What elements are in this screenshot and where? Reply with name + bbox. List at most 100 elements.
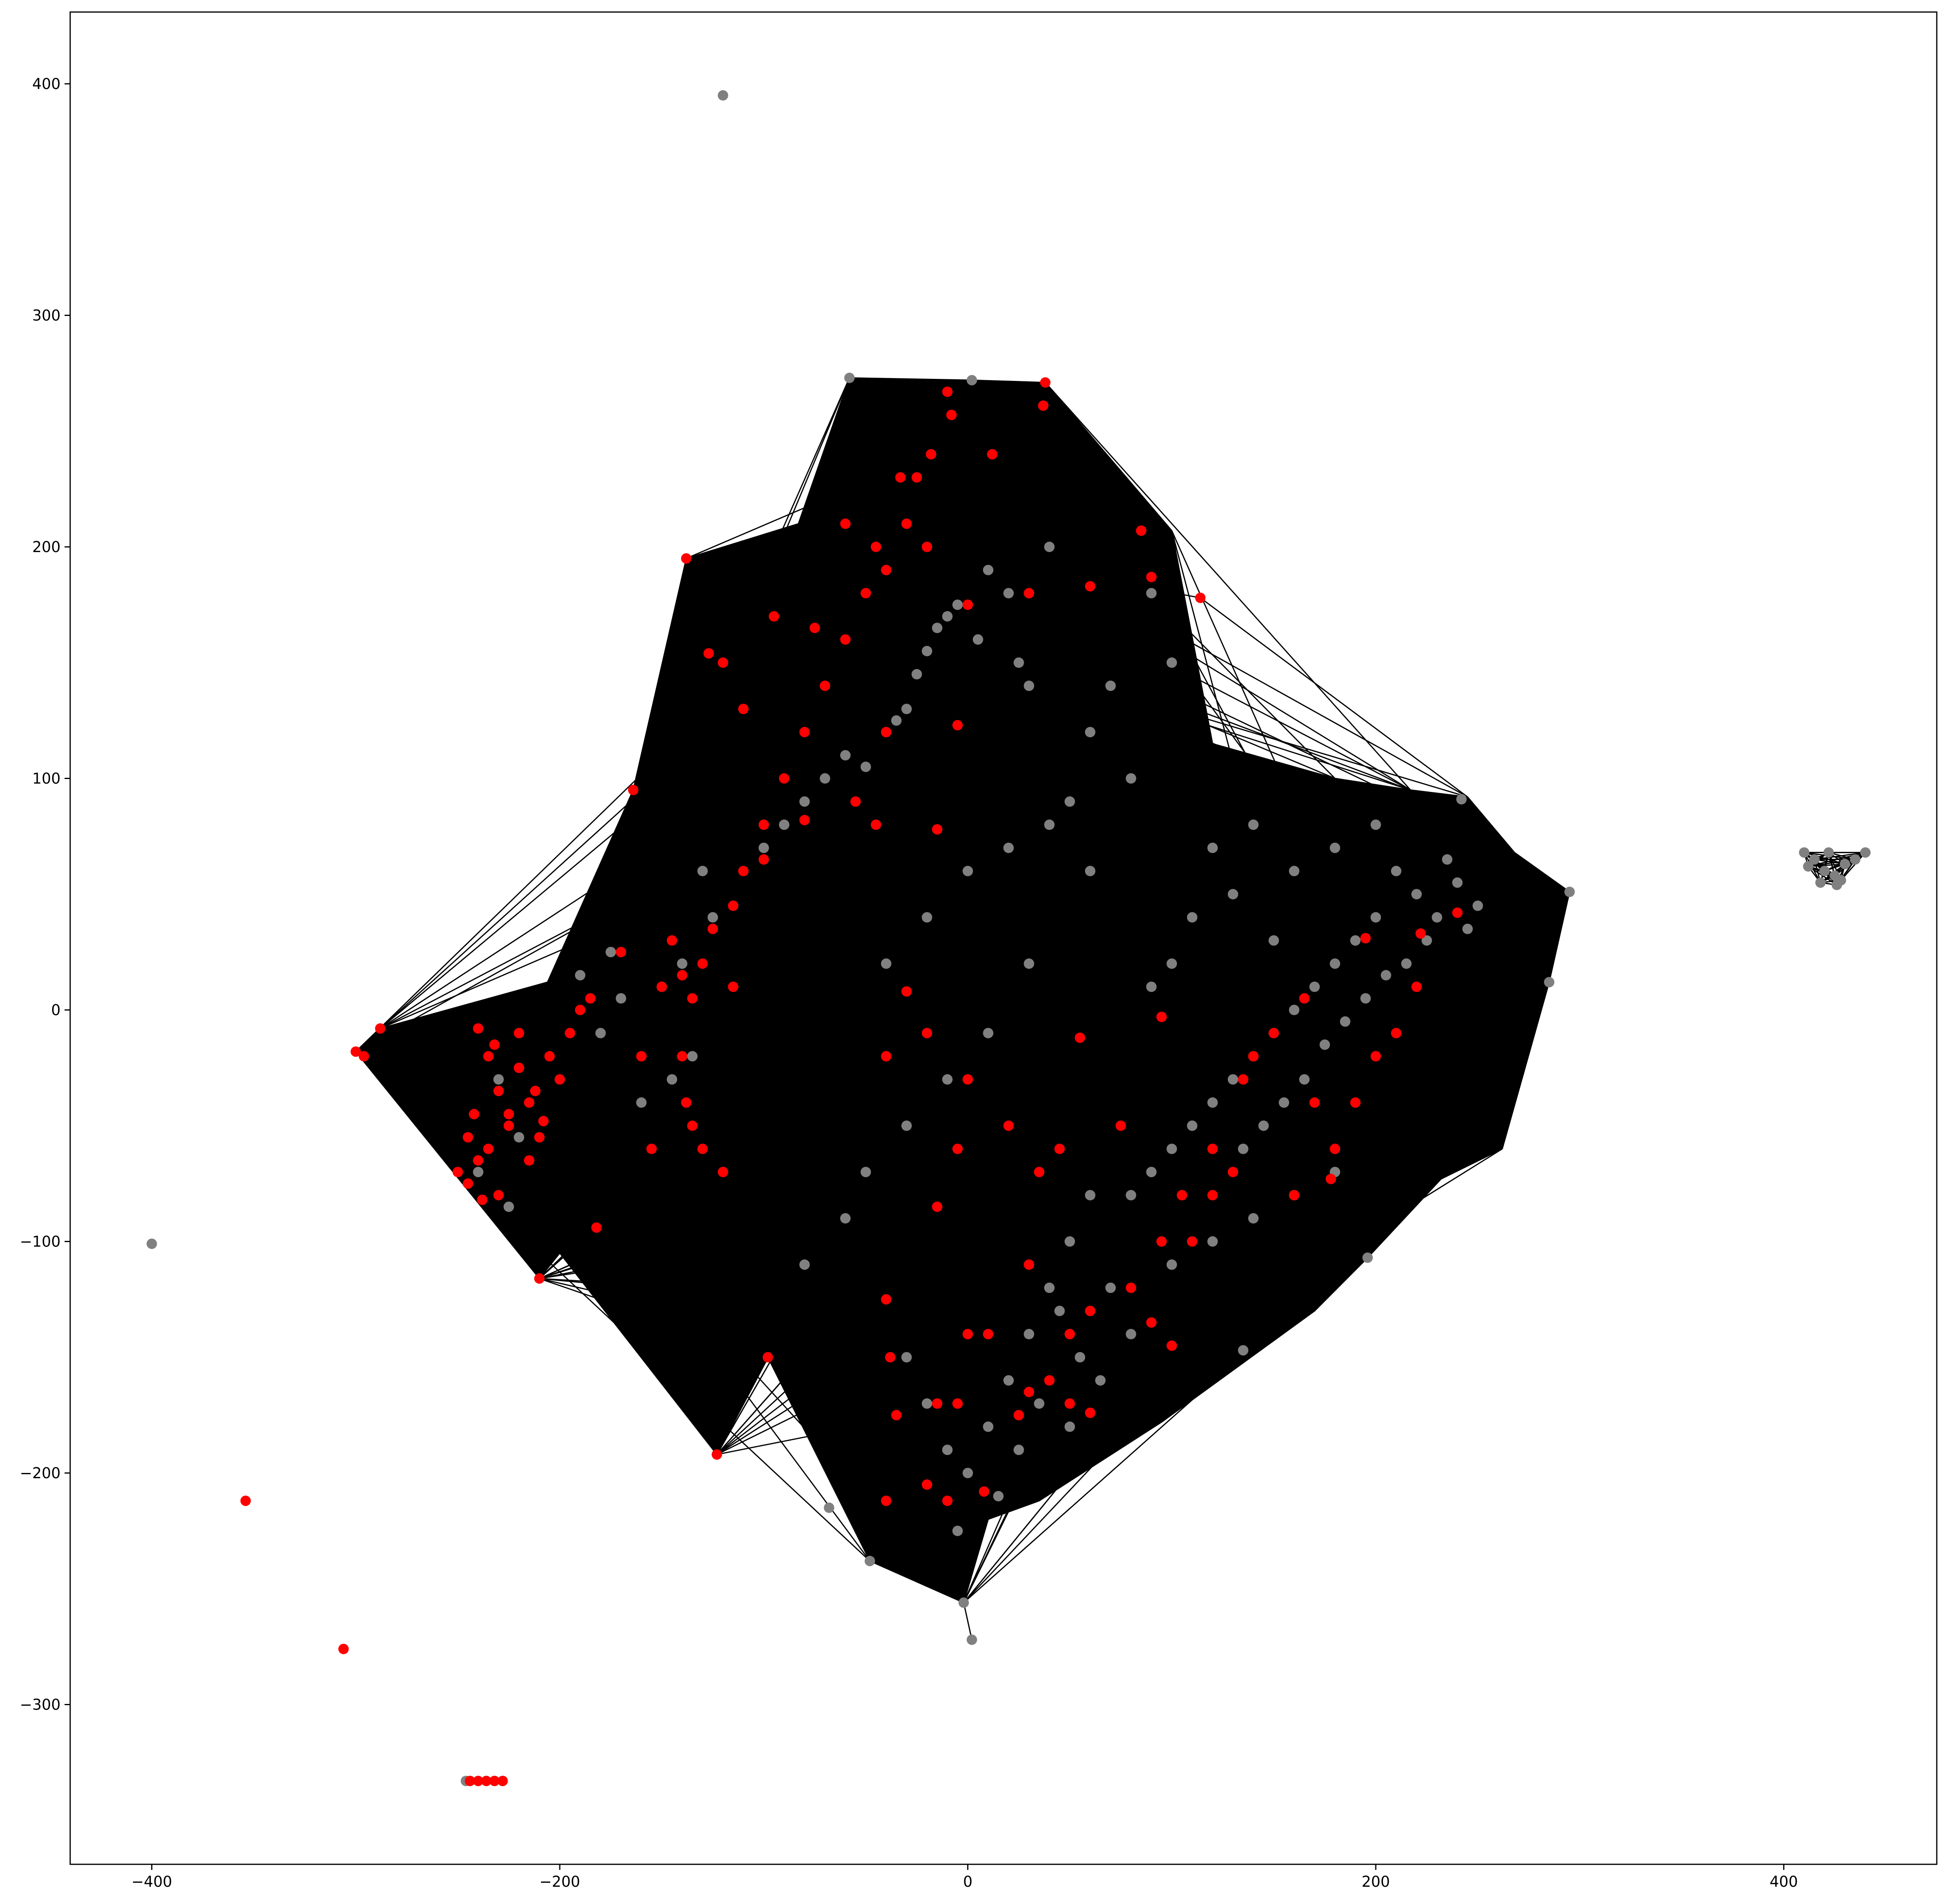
edge xyxy=(848,378,871,1561)
gray-node xyxy=(1044,819,1055,830)
edge xyxy=(539,1278,887,1300)
edge xyxy=(579,530,1172,1011)
edge xyxy=(633,789,1254,1057)
red-node xyxy=(538,1116,549,1127)
edge xyxy=(641,378,850,1103)
edge xyxy=(1334,778,1411,791)
edge xyxy=(1019,662,1570,892)
gray-node xyxy=(1370,819,1381,830)
gray-node xyxy=(966,375,977,386)
edge xyxy=(547,981,1060,1312)
red-node xyxy=(932,1201,943,1212)
edge xyxy=(1441,1148,1503,1180)
edge xyxy=(1069,1241,1162,1422)
edge xyxy=(474,1113,768,1358)
gray-node xyxy=(1207,1097,1218,1108)
edge xyxy=(984,1310,1315,1492)
edge xyxy=(1171,530,1244,1149)
red-node xyxy=(799,727,810,738)
edge xyxy=(355,1051,1070,1335)
edge xyxy=(987,824,1050,1520)
edge xyxy=(1008,847,1503,1149)
red-node xyxy=(1064,1329,1075,1339)
edge xyxy=(559,577,1152,1254)
edge xyxy=(722,1172,871,1562)
edge xyxy=(930,454,1442,1180)
edge xyxy=(620,558,687,999)
edge xyxy=(798,523,1201,599)
edge xyxy=(1150,789,1411,1323)
gray-node xyxy=(1248,819,1259,830)
edge xyxy=(1069,981,1550,1404)
gray-node xyxy=(1462,923,1473,934)
red-node xyxy=(932,824,943,835)
gray-node xyxy=(605,947,616,957)
edge xyxy=(849,377,972,524)
edge xyxy=(875,546,1515,853)
red-node xyxy=(483,1051,494,1062)
gray-node xyxy=(1013,1445,1024,1455)
gray-node xyxy=(1350,935,1361,946)
red-node xyxy=(497,1776,508,1787)
red-node xyxy=(1024,1259,1035,1270)
x-tick-label: 0 xyxy=(963,1873,973,1890)
gray-node xyxy=(1289,1005,1300,1016)
gray-node xyxy=(993,1491,1004,1501)
gray-node xyxy=(952,599,963,610)
edge xyxy=(971,380,1274,1034)
edge xyxy=(963,1033,989,1603)
edge xyxy=(798,414,952,524)
gray-node xyxy=(666,1074,677,1085)
edge xyxy=(1334,778,1356,1103)
edge xyxy=(686,558,1295,1011)
gray-node xyxy=(966,1634,977,1645)
gray-node xyxy=(1381,970,1391,981)
gray-node xyxy=(911,669,922,680)
edge xyxy=(767,963,1172,1358)
edge xyxy=(686,558,1346,1022)
gray-node xyxy=(1166,657,1177,668)
red-node xyxy=(687,1120,698,1131)
y-axis: −300 −200 −100 0 100 200 300 400 xyxy=(20,75,70,1714)
edge xyxy=(380,893,1417,1029)
edge xyxy=(926,917,1040,1501)
red-node xyxy=(891,1410,902,1420)
red-node xyxy=(1116,1120,1126,1131)
edge xyxy=(543,1120,1503,1150)
red-node xyxy=(871,542,881,552)
red-node xyxy=(544,1051,555,1062)
y-tick-label: 300 xyxy=(32,307,61,324)
edge xyxy=(1045,382,1397,1034)
gray-node xyxy=(942,611,953,622)
edge xyxy=(926,546,1040,1501)
gray-node xyxy=(1248,1213,1259,1224)
gray-node xyxy=(1105,680,1116,691)
edge xyxy=(767,732,805,1358)
red-node xyxy=(628,785,639,795)
gray-node xyxy=(758,842,769,853)
edge xyxy=(1171,530,1213,744)
edge xyxy=(1212,1241,1315,1312)
edge xyxy=(590,998,989,1520)
gray-node xyxy=(881,958,891,969)
red-node xyxy=(1289,1190,1300,1201)
edge xyxy=(1335,1148,1503,1173)
edge xyxy=(529,1102,1040,1501)
red-node xyxy=(1064,1398,1075,1409)
edge xyxy=(733,986,989,1520)
red-node xyxy=(1415,928,1426,939)
red-node xyxy=(1207,1143,1218,1154)
edge xyxy=(971,380,989,1520)
red-node xyxy=(703,648,714,659)
edge xyxy=(547,391,948,983)
red-node xyxy=(779,773,790,784)
edge xyxy=(518,1137,540,1279)
edge xyxy=(535,778,1335,1092)
edge xyxy=(1089,585,1468,798)
red-node xyxy=(1075,1032,1085,1043)
edge xyxy=(478,981,548,1029)
red-node xyxy=(1156,1236,1167,1247)
edge xyxy=(798,523,1458,883)
gray-node xyxy=(1064,1421,1075,1432)
gray-node xyxy=(1146,1167,1157,1178)
